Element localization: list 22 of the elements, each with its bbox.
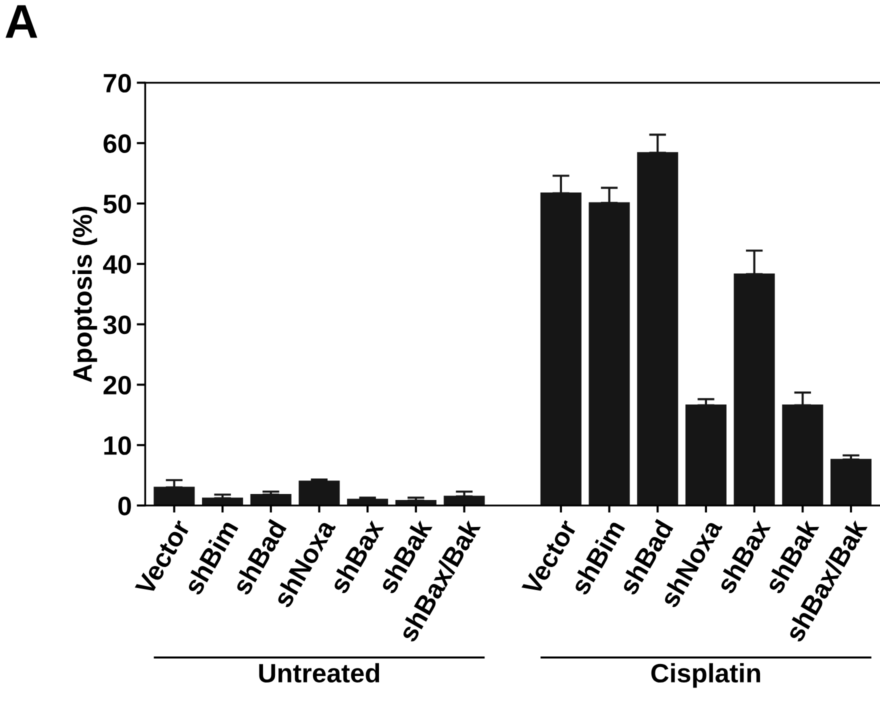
y-tick-label: 10: [104, 436, 131, 455]
y-tick-label: 40: [103, 255, 131, 274]
bar: [588, 202, 630, 506]
bar: [540, 192, 582, 506]
bar: [830, 458, 872, 506]
y-axis-title: Apoptosis (%): [72, 206, 98, 382]
y-tick-label: 60: [104, 134, 131, 153]
y-tick-label: 30: [103, 315, 131, 334]
bar: [685, 404, 726, 506]
bar: [734, 273, 775, 506]
bar: [637, 152, 678, 506]
bar: [250, 494, 292, 506]
text: A: [6, 5, 38, 38]
text: Untreated: [259, 663, 380, 683]
bar: [298, 480, 340, 506]
bar: [782, 404, 824, 506]
bar: [154, 486, 195, 506]
y-tick-label: 70: [104, 74, 131, 93]
y-tick-label: 50: [103, 194, 131, 214]
text: Cisplatin: [651, 663, 760, 688]
y-tick-label: 0: [118, 496, 131, 516]
y-tick-label: 20: [104, 376, 131, 395]
